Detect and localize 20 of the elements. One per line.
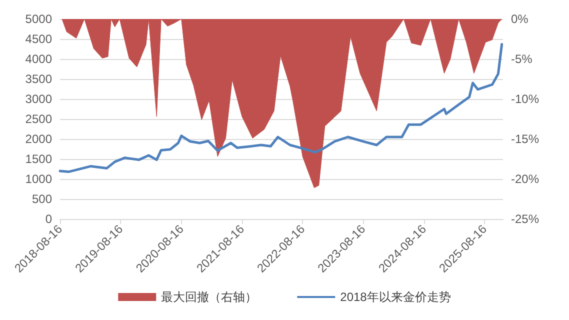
y-tick-label: 4000: [25, 52, 52, 66]
y-tick-label: 1500: [25, 152, 52, 166]
y2-tick-label: -10%: [511, 92, 540, 106]
y-tick-label: 500: [32, 192, 52, 206]
y-tick-label: 0: [45, 212, 52, 226]
y2-tick-label: -15%: [511, 132, 540, 146]
y-tick-label: 2000: [25, 132, 52, 146]
y-tick-label: 2500: [25, 112, 52, 126]
y-tick-label: 1000: [25, 172, 52, 186]
y2-tick-label: -5%: [511, 52, 533, 66]
y-tick-label: 3500: [25, 72, 52, 86]
legend-label: 2018年以来金价走势: [340, 290, 451, 304]
y2-tick-label: 0%: [511, 12, 529, 26]
legend-label: 最大回撤（右轴）: [161, 290, 258, 304]
y-tick-label: 4500: [25, 32, 52, 46]
line-series: [58, 42, 504, 174]
y2-tick-label: -20%: [511, 172, 540, 186]
y-tick-label: 3000: [25, 92, 52, 106]
y-tick-label: 5000: [25, 12, 52, 26]
y2-tick-label: -25%: [511, 212, 540, 226]
